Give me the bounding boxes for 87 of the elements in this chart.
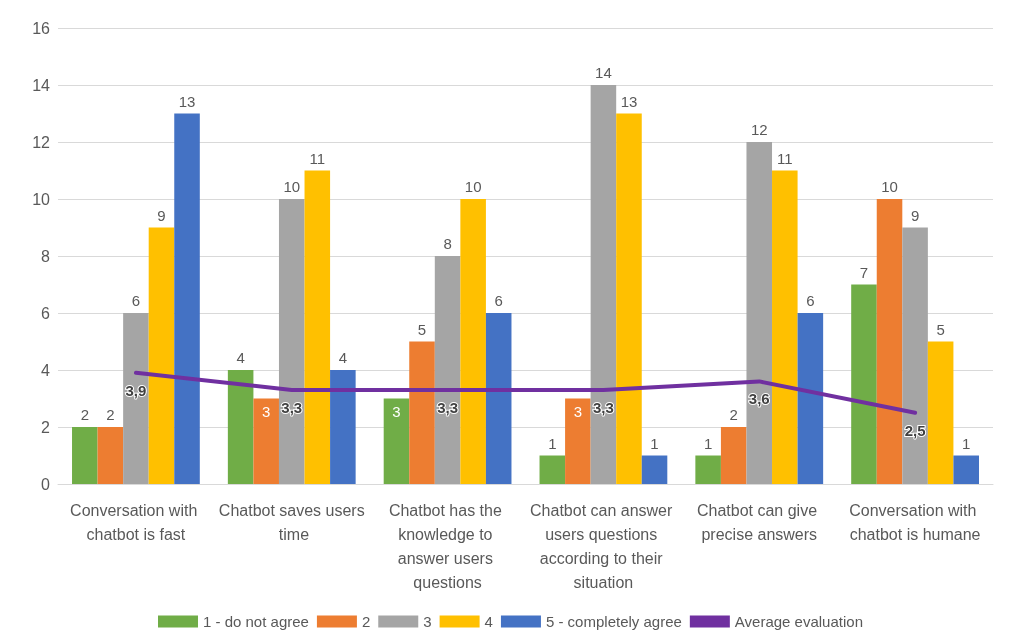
data-label: 13 bbox=[620, 92, 638, 110]
y-tick-label: 14 bbox=[32, 76, 51, 94]
y-tick-label: 10 bbox=[32, 190, 51, 208]
bar bbox=[174, 113, 200, 484]
data-label: 1 bbox=[650, 434, 659, 452]
data-label: 12 bbox=[750, 121, 768, 138]
data-label: 10 bbox=[464, 178, 482, 195]
data-label: 8 bbox=[443, 235, 452, 252]
bar bbox=[72, 427, 98, 484]
data-label: 14 bbox=[595, 64, 612, 81]
legend-label: 3 bbox=[423, 613, 432, 630]
data-label: 4 bbox=[338, 349, 348, 366]
data-label: 3,9 bbox=[125, 381, 147, 399]
y-tick-label: 12 bbox=[32, 133, 51, 151]
data-label: 11 bbox=[777, 149, 793, 167]
data-label: 3,3 bbox=[281, 398, 303, 416]
legend-label: 2 bbox=[361, 613, 371, 630]
data-label: 3,3 bbox=[437, 398, 459, 416]
bar bbox=[123, 313, 149, 484]
bar bbox=[720, 427, 747, 484]
y-tick-label: 6 bbox=[41, 304, 51, 322]
bar bbox=[434, 256, 461, 484]
y-tick-label: 0 bbox=[41, 475, 51, 493]
data-label: 1 bbox=[703, 434, 713, 452]
data-label: 6 bbox=[494, 292, 503, 309]
legend-label: Average evaluation bbox=[734, 613, 863, 630]
bar bbox=[383, 398, 410, 484]
bar bbox=[97, 427, 124, 484]
y-tick-label: 2 bbox=[41, 418, 51, 436]
bar bbox=[851, 284, 877, 484]
data-label: 1 bbox=[962, 434, 971, 452]
x-tick-label: Chatbot has the knowledge to answer users questions bbox=[388, 501, 507, 591]
y-tick-label: 8 bbox=[41, 247, 51, 265]
data-label: 4 bbox=[236, 349, 245, 366]
y-tick-label: 4 bbox=[41, 361, 51, 379]
data-label: 2 bbox=[106, 406, 115, 423]
bar bbox=[953, 455, 979, 484]
bar bbox=[927, 341, 954, 484]
x-tick-label: Conversation with chatbot is humane bbox=[849, 501, 981, 543]
bar bbox=[278, 199, 305, 484]
data-label: 3 bbox=[262, 402, 271, 420]
data-label: 3 bbox=[573, 402, 583, 420]
bar bbox=[616, 113, 642, 484]
legend-label: 4 bbox=[484, 613, 493, 630]
bar bbox=[772, 170, 798, 484]
data-label: 6 bbox=[806, 292, 815, 309]
data-label: 13 bbox=[178, 92, 196, 110]
bar bbox=[460, 199, 486, 484]
data-label: 3,6 bbox=[748, 390, 770, 408]
bar bbox=[227, 370, 254, 484]
data-label: 11 bbox=[309, 149, 326, 167]
bar bbox=[590, 85, 617, 484]
data-label: 10 bbox=[283, 178, 301, 195]
bar bbox=[539, 455, 566, 484]
y-tick-label: 16 bbox=[32, 19, 51, 37]
data-label: 10 bbox=[881, 178, 898, 195]
bar bbox=[485, 313, 512, 484]
bar bbox=[304, 170, 331, 484]
legend-label: 1 - do not agree bbox=[203, 613, 309, 630]
bar bbox=[148, 227, 175, 484]
data-label: 5 bbox=[936, 320, 945, 338]
data-label: 9 bbox=[157, 206, 166, 224]
bar bbox=[330, 370, 356, 484]
bar bbox=[902, 227, 928, 484]
bar bbox=[797, 313, 824, 484]
x-tick-label: Conversation with chatbot is fast bbox=[70, 501, 202, 543]
x-tick-label: Chatbot can give precise answers bbox=[696, 501, 822, 543]
data-label: 1 bbox=[548, 434, 557, 452]
bar bbox=[409, 341, 435, 484]
data-label: 9 bbox=[910, 206, 920, 224]
bar bbox=[641, 455, 668, 484]
data-label: 6 bbox=[131, 292, 141, 309]
x-tick-label: Chatbot saves users time bbox=[218, 501, 365, 543]
data-label: 7 bbox=[859, 263, 869, 281]
bar bbox=[565, 398, 591, 484]
data-label: 3 bbox=[392, 402, 401, 420]
bar bbox=[695, 455, 721, 484]
data-label: 2 bbox=[729, 406, 738, 423]
data-label: 2 bbox=[80, 406, 89, 423]
data-label: 2,5 bbox=[904, 421, 926, 439]
data-label: 5 bbox=[417, 320, 427, 338]
x-tick-label: Chatbot can answer users questions according to their situation bbox=[530, 501, 677, 591]
bar bbox=[746, 142, 773, 484]
legend-label: 5 - completely agree bbox=[545, 613, 682, 630]
bar bbox=[253, 398, 279, 484]
bar bbox=[876, 199, 903, 484]
data-label: 3,3 bbox=[592, 398, 614, 416]
